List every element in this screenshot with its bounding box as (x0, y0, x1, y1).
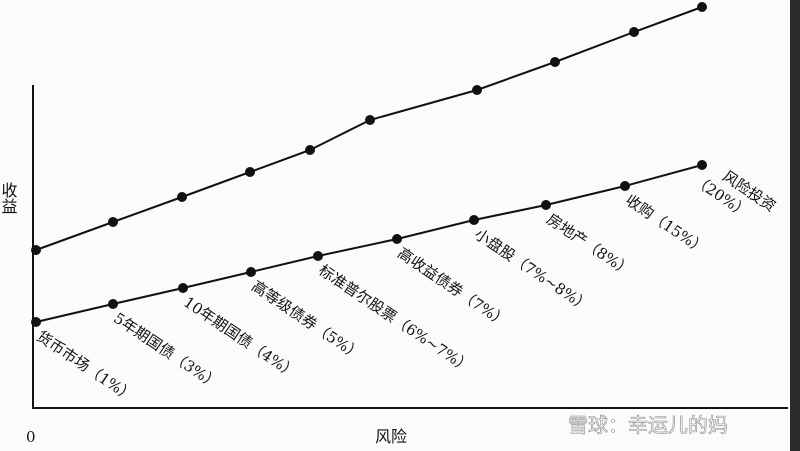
point (365, 115, 375, 125)
point (178, 283, 188, 293)
point (629, 27, 639, 37)
point (620, 181, 630, 191)
point (541, 200, 551, 210)
point (472, 85, 482, 95)
point (313, 251, 323, 261)
point (305, 145, 315, 155)
point (392, 234, 402, 244)
point (245, 167, 255, 177)
point (31, 317, 41, 327)
point (697, 160, 707, 170)
point (469, 215, 479, 225)
point (550, 57, 560, 67)
trend-line (35, 164, 703, 323)
trend-line (35, 6, 703, 251)
point (31, 245, 41, 255)
edge-strip (790, 0, 800, 451)
point (108, 299, 118, 309)
origin-label: 0 (26, 428, 36, 446)
y-axis-label: 收益 (0, 182, 18, 214)
watermark: 雪球：幸运儿的妈 (568, 413, 728, 437)
point (108, 217, 118, 227)
point (177, 192, 187, 202)
point (246, 267, 256, 277)
point (697, 2, 707, 12)
x-axis-label: 风险 (375, 427, 407, 446)
